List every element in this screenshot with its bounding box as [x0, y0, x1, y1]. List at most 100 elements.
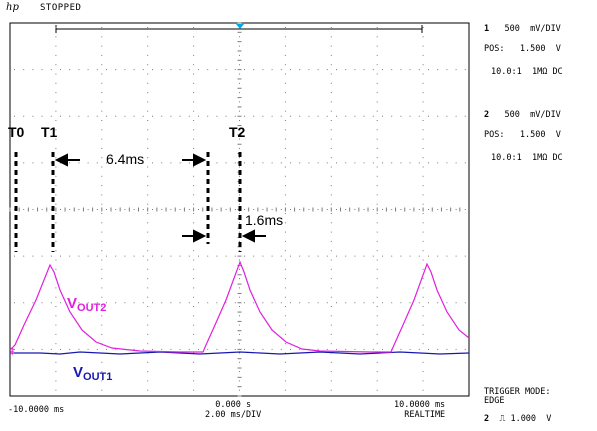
grid-dot	[455, 115, 457, 117]
grid-dot	[60, 115, 61, 117]
grid-dot	[299, 115, 301, 117]
grid-dot	[101, 250, 103, 252]
grid-dot	[382, 348, 383, 350]
grid-dot	[147, 213, 149, 214]
grid-dot	[78, 69, 80, 71]
grid-dot	[60, 69, 61, 71]
grid-dot	[372, 348, 374, 350]
grid-dot	[239, 287, 240, 289]
grid-dot	[32, 69, 34, 71]
grid-dot	[239, 361, 240, 363]
grid-dot	[418, 255, 420, 257]
grid-dot	[193, 147, 195, 149]
grid-dot	[437, 162, 439, 164]
grid-dot	[244, 162, 245, 164]
grid-dot	[179, 302, 181, 304]
grid-dot	[391, 302, 393, 304]
grid-dot	[376, 306, 378, 307]
grid-dot	[376, 120, 378, 121]
grid-dot	[336, 115, 337, 117]
grid-dot	[326, 69, 328, 71]
timebase-left: -10.0000 ms	[8, 405, 65, 415]
grid-dot	[290, 115, 291, 117]
grid-dot	[345, 348, 347, 350]
grid-dot	[225, 209, 227, 210]
grid-dot	[422, 380, 424, 382]
grid-dot	[422, 203, 424, 205]
grid-dot	[239, 166, 240, 168]
grid-dot	[179, 209, 181, 210]
grid-dot	[101, 194, 103, 196]
grid-dot	[101, 82, 103, 84]
grid-dot	[446, 255, 448, 257]
grid-dot	[193, 138, 195, 140]
grid-dot	[55, 343, 57, 345]
grid-dot	[78, 302, 80, 304]
grid-dot	[198, 115, 199, 117]
grid-dot	[290, 348, 291, 350]
grid-dot	[216, 69, 218, 71]
grid-dot	[234, 302, 236, 304]
grid-dot	[382, 209, 383, 210]
channel-2-position: POS: 1.500 V	[484, 130, 561, 140]
grid-dot	[161, 302, 163, 304]
grid-dot	[284, 175, 286, 177]
grid-dot	[147, 268, 149, 270]
grid-dot	[280, 115, 282, 117]
grid-dot	[170, 348, 172, 350]
grid-dot	[161, 115, 163, 117]
grid-dot	[400, 115, 402, 117]
grid-dot	[147, 27, 149, 28]
grid-dot	[330, 250, 332, 252]
grid-dot	[188, 209, 190, 210]
grid-dot	[207, 348, 209, 350]
grid-dot	[124, 115, 126, 117]
grid-dot	[170, 255, 172, 257]
grid-dot	[239, 371, 240, 373]
grid-dot	[422, 306, 424, 307]
grid-dot	[330, 361, 332, 363]
grid-dot	[188, 162, 190, 164]
grid-dot	[464, 209, 466, 210]
grid-dot	[78, 348, 80, 350]
grid-dot	[326, 209, 328, 210]
grid-dot	[376, 287, 378, 289]
grid-dot	[330, 343, 332, 345]
grid-dot	[106, 69, 107, 71]
grid-dot	[271, 255, 273, 257]
grid-dot	[69, 162, 71, 164]
grid-dot	[193, 54, 195, 56]
grid-dot	[330, 175, 332, 177]
grid-dot	[345, 302, 347, 304]
grid-dot	[239, 306, 240, 307]
grid-dot	[147, 278, 149, 280]
grid-dot	[101, 157, 103, 159]
grid-dot	[152, 162, 153, 164]
grid-dot	[376, 138, 378, 140]
grid-dot	[290, 209, 291, 210]
grid-dot	[437, 348, 439, 350]
grid-dot	[422, 82, 424, 84]
grid-dot	[308, 302, 310, 304]
grid-dot	[308, 255, 310, 257]
grid-dot	[193, 343, 195, 345]
grid-dot	[376, 343, 378, 345]
grid-dot	[372, 302, 374, 304]
interval-2-arrows	[182, 229, 266, 243]
grid-dot	[193, 82, 195, 84]
grid-dot	[207, 115, 209, 117]
grid-dot	[290, 69, 291, 71]
grid-dot	[193, 371, 195, 373]
grid-dot	[152, 69, 153, 71]
grid-dot	[428, 162, 429, 164]
grid-dot	[133, 209, 135, 210]
grid-dot	[216, 302, 218, 304]
grid-dot	[284, 278, 286, 280]
grid-dot	[253, 348, 255, 350]
grid-dot	[115, 209, 117, 210]
grid-dot	[330, 120, 332, 121]
grid-dot	[193, 110, 195, 112]
grid-dot	[193, 203, 195, 205]
grid-dot	[330, 27, 332, 28]
rising-edge-icon: ⎍	[499, 414, 506, 424]
